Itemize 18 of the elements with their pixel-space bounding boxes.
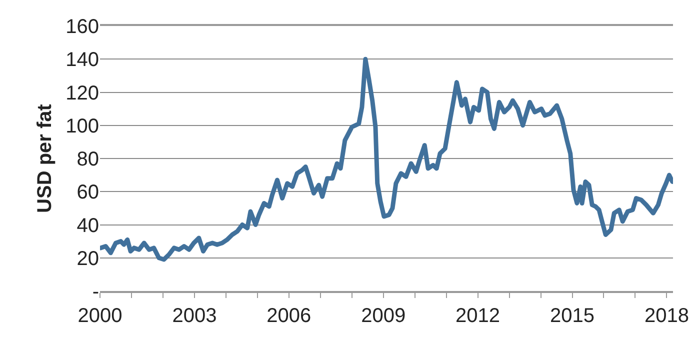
y-tick-label: 80 (76, 148, 99, 170)
y-tick-label: 120 (66, 82, 99, 104)
x-tick-label: 2015 (550, 304, 594, 327)
x-tick-label: 2003 (172, 304, 217, 327)
x-tick-label: 2006 (266, 304, 312, 327)
x-tick-label: 2009 (361, 304, 406, 327)
line-series (100, 56, 673, 262)
y-tick-label: 160 (66, 16, 99, 38)
y-tick-label: - (92, 281, 99, 303)
y-tick-label: 140 (66, 49, 99, 72)
y-axis-title: USD per fat (34, 104, 56, 213)
y-tick-label: 60 (76, 182, 99, 204)
y-tick-label: 20 (76, 248, 99, 270)
x-tick-label: 2000 (78, 304, 122, 327)
x-tick-label: 2018 (644, 304, 689, 327)
y-tick-label: 40 (76, 214, 99, 237)
x-tick-label: 2012 (456, 304, 500, 327)
y-tick-label: 100 (66, 115, 99, 138)
